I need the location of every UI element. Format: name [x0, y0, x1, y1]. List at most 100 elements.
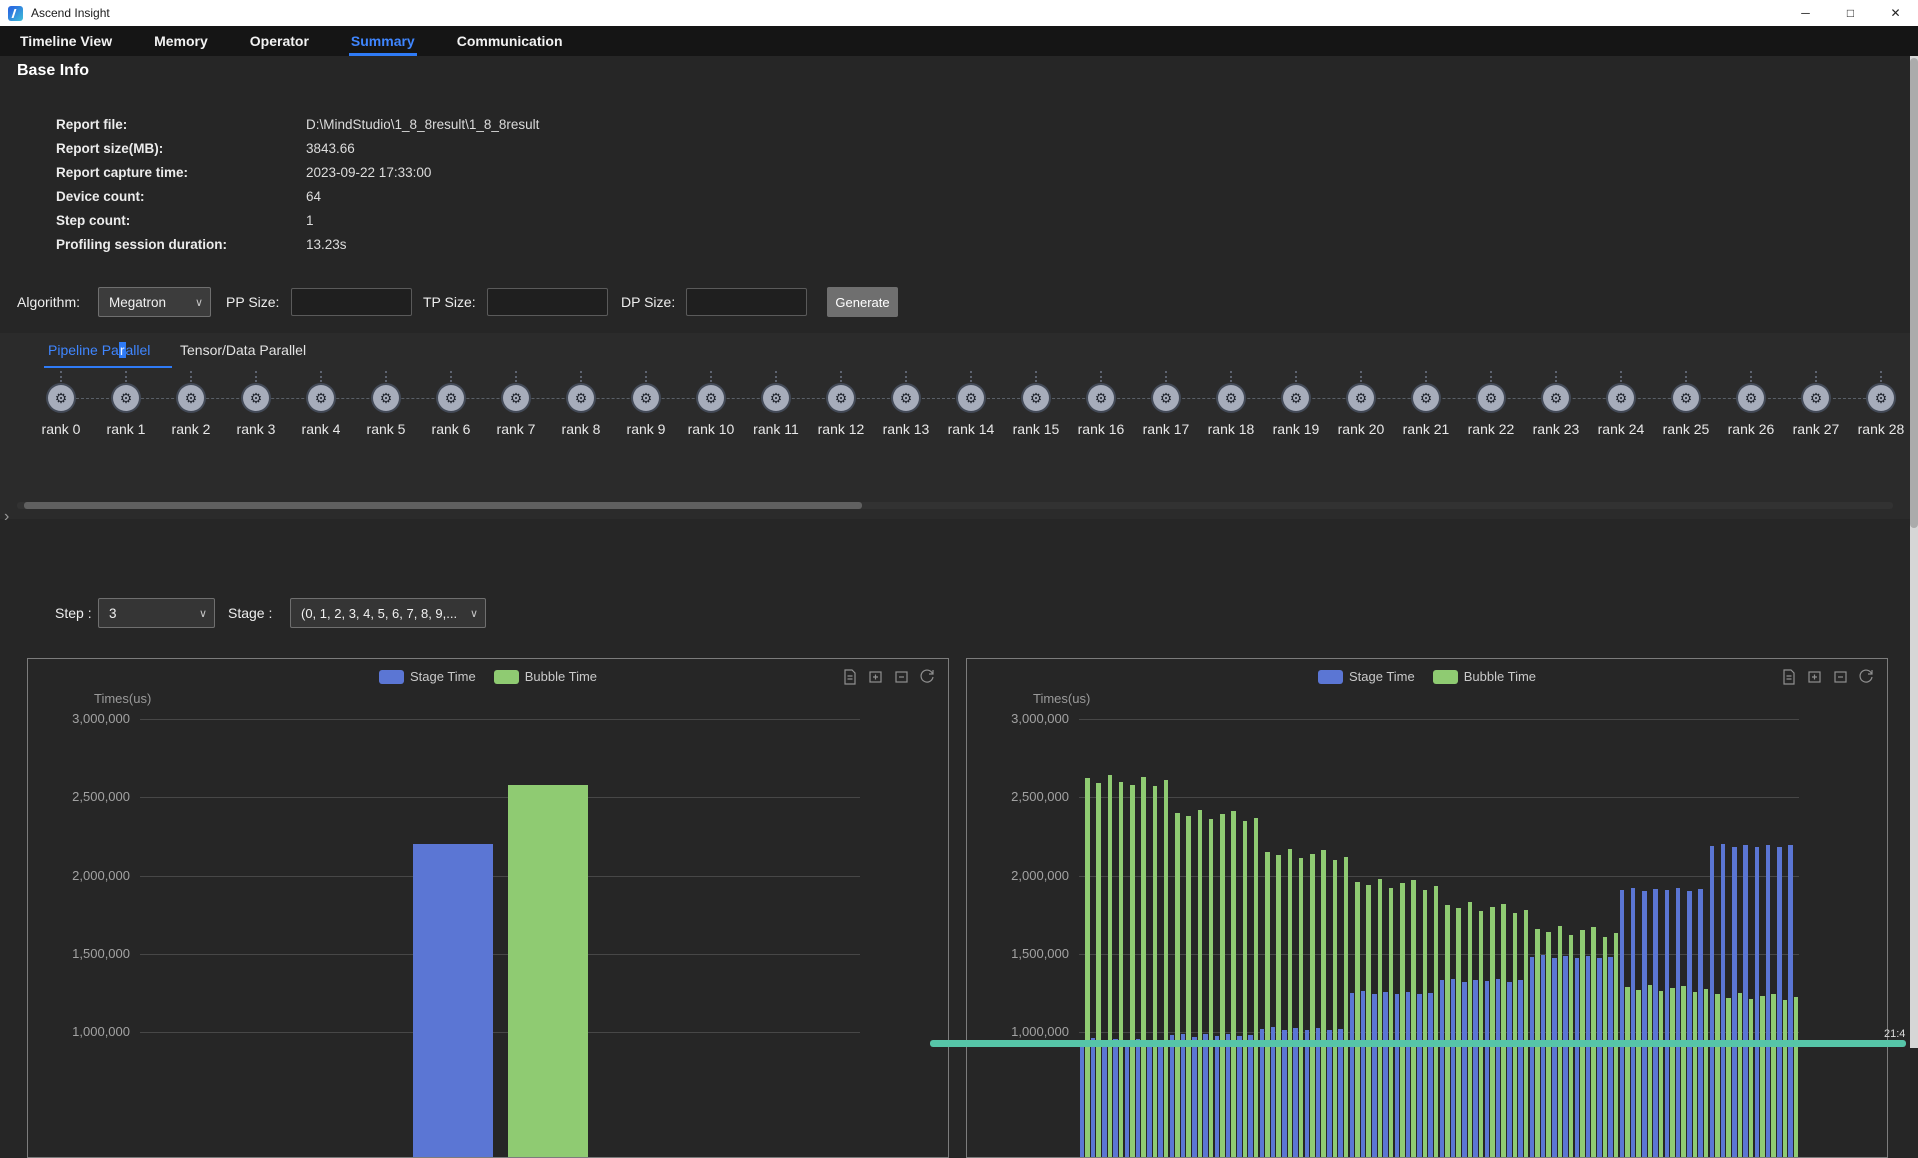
gear-icon: ⚙: [835, 391, 848, 405]
rank-node[interactable]: ⚙: [698, 385, 724, 411]
bar-stage-time: [1721, 844, 1726, 1158]
y-tick-label: 2,000,000: [967, 868, 1069, 884]
bar-bubble-time: [1411, 880, 1416, 1158]
rank-node[interactable]: ⚙: [1218, 385, 1244, 411]
rank-node[interactable]: ⚙: [958, 385, 984, 411]
zoom-in-icon[interactable]: [867, 668, 884, 685]
y-tick-label: 3,000,000: [28, 711, 130, 727]
gear-icon: ⚙: [510, 391, 523, 405]
horizontal-scrollbar-thumb[interactable]: [930, 1040, 1906, 1047]
rank-node[interactable]: ⚙: [1543, 385, 1569, 411]
legend-item-stage-time[interactable]: Stage Time: [379, 669, 476, 684]
dp-size-input[interactable]: [686, 288, 807, 316]
legend-item-bubble-time[interactable]: Bubble Time: [1433, 669, 1536, 684]
bar-stage-time: [413, 844, 493, 1158]
rank-node[interactable]: ⚙: [1283, 385, 1309, 411]
rank-node[interactable]: ⚙: [438, 385, 464, 411]
minimize-button[interactable]: ─: [1783, 0, 1828, 26]
panel-expand-button[interactable]: ›: [4, 508, 9, 526]
tab-timeline-view[interactable]: Timeline View: [18, 26, 114, 56]
rank-label: rank 23: [1533, 421, 1580, 437]
legend-label: Bubble Time: [525, 669, 597, 684]
tab-communication[interactable]: Communication: [455, 26, 565, 56]
gear-icon: ⚙: [900, 391, 913, 405]
tab-summary[interactable]: Summary: [349, 26, 417, 56]
data-view-icon[interactable]: [841, 668, 858, 685]
rank-node[interactable]: ⚙: [1413, 385, 1439, 411]
data-view-icon[interactable]: [1780, 668, 1797, 685]
rank-node[interactable]: ⚙: [1023, 385, 1049, 411]
chevron-down-icon: ∨: [470, 607, 478, 620]
restore-icon[interactable]: [1858, 668, 1875, 685]
bar-bubble-time: [1501, 904, 1506, 1158]
rank-node[interactable]: ⚙: [763, 385, 789, 411]
rank-label: rank 3: [237, 421, 276, 437]
gear-icon: ⚙: [705, 391, 718, 405]
text-cursor: r: [119, 342, 126, 358]
ranks-horizontal-scrollbar-thumb[interactable]: [24, 502, 862, 509]
rank-node[interactable]: ⚙: [48, 385, 74, 411]
algorithm-select-value: Megatron: [109, 295, 166, 310]
rank-node[interactable]: ⚙: [1803, 385, 1829, 411]
info-value: D:\MindStudio\1_8_8result\1_8_8result: [306, 117, 539, 132]
rank-node[interactable]: ⚙: [243, 385, 269, 411]
chevron-down-icon: ∨: [199, 607, 207, 620]
rank-marker-tick: [1685, 371, 1687, 382]
vertical-scrollbar[interactable]: [1910, 56, 1918, 1048]
base-info-row: Report file:D:\MindStudio\1_8_8result\1_…: [56, 112, 539, 136]
rank-node[interactable]: ⚙: [1348, 385, 1374, 411]
bar-bubble-time: [1726, 998, 1731, 1158]
info-value: 64: [306, 189, 321, 204]
zoom-out-icon[interactable]: [1832, 668, 1849, 685]
rank-node[interactable]: ⚙: [1868, 385, 1894, 411]
rank-node[interactable]: ⚙: [1673, 385, 1699, 411]
gear-icon: ⚙: [1225, 391, 1238, 405]
tab-tensor-data-parallel[interactable]: Tensor/Data Parallel: [180, 342, 306, 358]
restore-icon[interactable]: [919, 668, 936, 685]
gear-icon: ⚙: [1160, 391, 1173, 405]
rank-marker-tick: [1360, 371, 1362, 382]
legend-item-bubble-time[interactable]: Bubble Time: [494, 669, 597, 684]
rank-node[interactable]: ⚙: [828, 385, 854, 411]
tp-size-input[interactable]: [487, 288, 608, 316]
zoom-in-icon[interactable]: [1806, 668, 1823, 685]
rank-node[interactable]: ⚙: [893, 385, 919, 411]
legend-label: Stage Time: [1349, 669, 1415, 684]
tab-memory[interactable]: Memory: [152, 26, 210, 56]
rank-node[interactable]: ⚙: [373, 385, 399, 411]
rank-node[interactable]: ⚙: [1153, 385, 1179, 411]
rank-node[interactable]: ⚙: [1088, 385, 1114, 411]
bar-bubble-time: [1141, 777, 1146, 1158]
generate-button[interactable]: Generate: [827, 287, 898, 317]
tab-pipeline-parallel[interactable]: Pipeline Parallel: [48, 342, 150, 358]
zoom-out-icon[interactable]: [893, 668, 910, 685]
close-button[interactable]: ✕: [1873, 0, 1918, 26]
rank-node[interactable]: ⚙: [1478, 385, 1504, 411]
legend-item-stage-time[interactable]: Stage Time: [1318, 669, 1415, 684]
rank-node[interactable]: ⚙: [178, 385, 204, 411]
rank-node[interactable]: ⚙: [633, 385, 659, 411]
stage-select[interactable]: (0, 1, 2, 3, 4, 5, 6, 7, 8, 9,... ∨: [290, 598, 486, 628]
step-label: Step :: [55, 598, 92, 628]
maximize-button[interactable]: □: [1828, 0, 1873, 26]
rank-node[interactable]: ⚙: [503, 385, 529, 411]
vertical-scrollbar-thumb[interactable]: [1910, 58, 1918, 528]
rank-node[interactable]: ⚙: [1608, 385, 1634, 411]
algorithm-select[interactable]: Megatron ∨: [98, 287, 211, 317]
ranks-horizontal-scrollbar[interactable]: [17, 502, 1893, 509]
step-select[interactable]: 3 ∨: [98, 598, 215, 628]
rank-node[interactable]: ⚙: [308, 385, 334, 411]
window-titlebar: Ascend Insight ─ □ ✕: [0, 0, 1918, 26]
rank-node[interactable]: ⚙: [113, 385, 139, 411]
rank-node[interactable]: ⚙: [568, 385, 594, 411]
bar-stage-time: [1327, 1030, 1332, 1158]
bar-bubble-time: [1760, 996, 1765, 1158]
rank-label: rank 9: [627, 421, 666, 437]
y-tick-label: 1,000,000: [967, 1024, 1069, 1040]
pp-size-input[interactable]: [291, 288, 412, 316]
base-info-heading: Base Info: [17, 62, 89, 80]
rank-node[interactable]: ⚙: [1738, 385, 1764, 411]
tab-operator[interactable]: Operator: [248, 26, 311, 56]
window-title: Ascend Insight: [31, 6, 110, 20]
gear-icon: ⚙: [640, 391, 653, 405]
